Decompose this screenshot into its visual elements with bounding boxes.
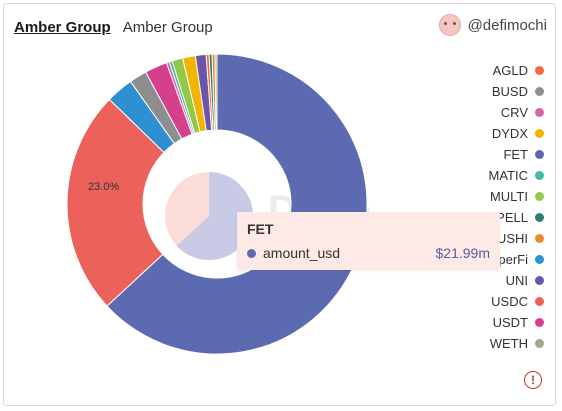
legend-label: DYDX: [491, 125, 528, 141]
slice-usdc[interactable]: [66, 98, 165, 307]
legend-dot: [535, 170, 544, 180]
legend-dot: [535, 296, 544, 306]
legend-dot: [535, 338, 544, 348]
tooltip-title: FET: [247, 221, 274, 237]
avatar-icon: [438, 14, 461, 36]
legend-item-busd[interactable]: BUSD: [492, 81, 544, 101]
header: Amber Group Amber Group: [14, 16, 213, 38]
legend-dot: [535, 86, 544, 96]
legend-label: UNI: [505, 272, 528, 288]
legend-item-dydx[interactable]: DYDX: [492, 123, 544, 143]
legend-dot: [535, 191, 544, 201]
author-link[interactable]: @defimochi: [438, 14, 547, 36]
hover-indicator-slice: [176, 172, 254, 260]
alert-circle-icon[interactable]: !: [524, 371, 542, 389]
legend-label: WETH: [489, 335, 528, 351]
legend-item-matic[interactable]: MATIC: [489, 165, 544, 185]
legend-label: AGLD: [492, 62, 528, 78]
slice-weth[interactable]: [214, 53, 218, 131]
tooltip-series-dot: [247, 248, 256, 258]
tooltip: FET amount_usd $21.99m: [237, 212, 500, 270]
legend-label: MATIC: [488, 167, 528, 183]
slice-fet[interactable]: [106, 53, 368, 355]
legend-item-agld[interactable]: AGLD: [493, 60, 544, 80]
legend-label: USDC: [491, 293, 528, 309]
legend-item-multi[interactable]: MULTI: [490, 186, 544, 206]
legend-item-crv[interactable]: CRV: [501, 102, 544, 122]
legend-label: MULTI: [489, 188, 528, 204]
legend-item-usdt[interactable]: USDT: [493, 312, 544, 332]
tooltip-metric: amount_usd: [263, 245, 341, 261]
legend-label: USDT: [492, 314, 528, 330]
legend-item-usdc[interactable]: USDC: [491, 291, 544, 311]
tooltip-row: amount_usd $21.99m: [247, 245, 490, 261]
legend-dot: [535, 233, 544, 243]
legend-dot: [535, 254, 544, 264]
legend-dot: [535, 65, 544, 75]
visualization-title: Amber Group: [122, 18, 213, 36]
legend-label: CRV: [500, 104, 528, 120]
legend-dot: [535, 275, 544, 285]
legend-item-weth[interactable]: WETH: [490, 333, 544, 353]
legend-item-fet[interactable]: FET: [503, 144, 544, 164]
legend-label: FET: [503, 146, 528, 162]
query-title-link[interactable]: Amber Group: [14, 18, 111, 36]
data-label-usdc: 23.0%: [88, 181, 119, 193]
legend-dot: [535, 107, 544, 117]
legend-dot: [535, 128, 544, 138]
legend-dot: [535, 149, 544, 159]
legend-dot: [535, 212, 544, 222]
legend-label: BUSD: [491, 83, 528, 99]
tooltip-value: $21.99m: [435, 245, 490, 261]
legend-item-uni[interactable]: UNI: [506, 270, 544, 290]
legend-dot: [535, 317, 544, 327]
author-name: @defimochi: [467, 16, 547, 34]
